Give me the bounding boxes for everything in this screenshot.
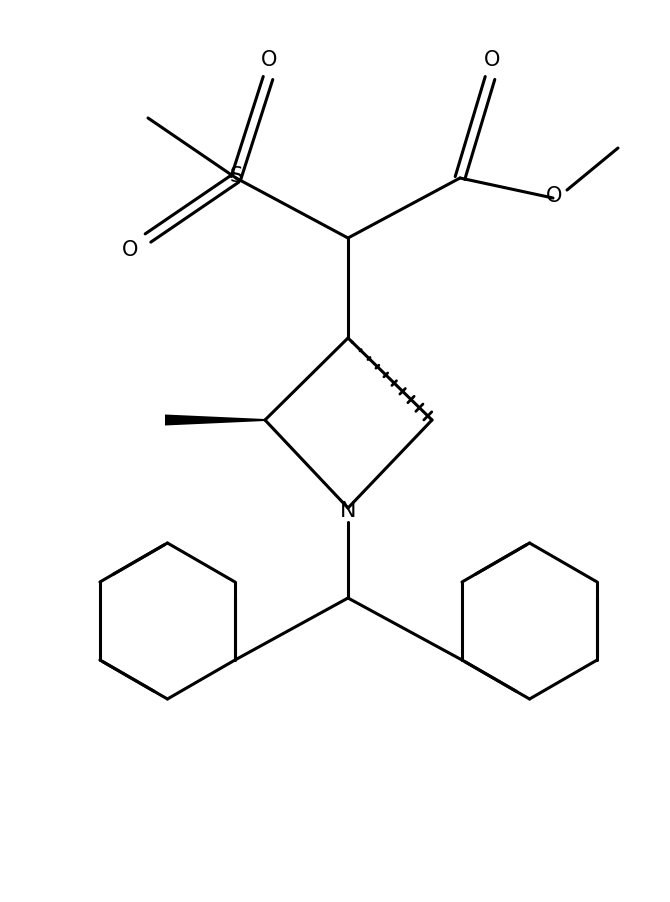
Text: O: O <box>261 50 277 70</box>
Text: S: S <box>229 166 243 186</box>
Text: O: O <box>546 186 562 206</box>
Text: O: O <box>484 50 500 70</box>
Polygon shape <box>165 415 265 426</box>
Text: O: O <box>122 240 138 260</box>
Text: N: N <box>340 501 356 521</box>
